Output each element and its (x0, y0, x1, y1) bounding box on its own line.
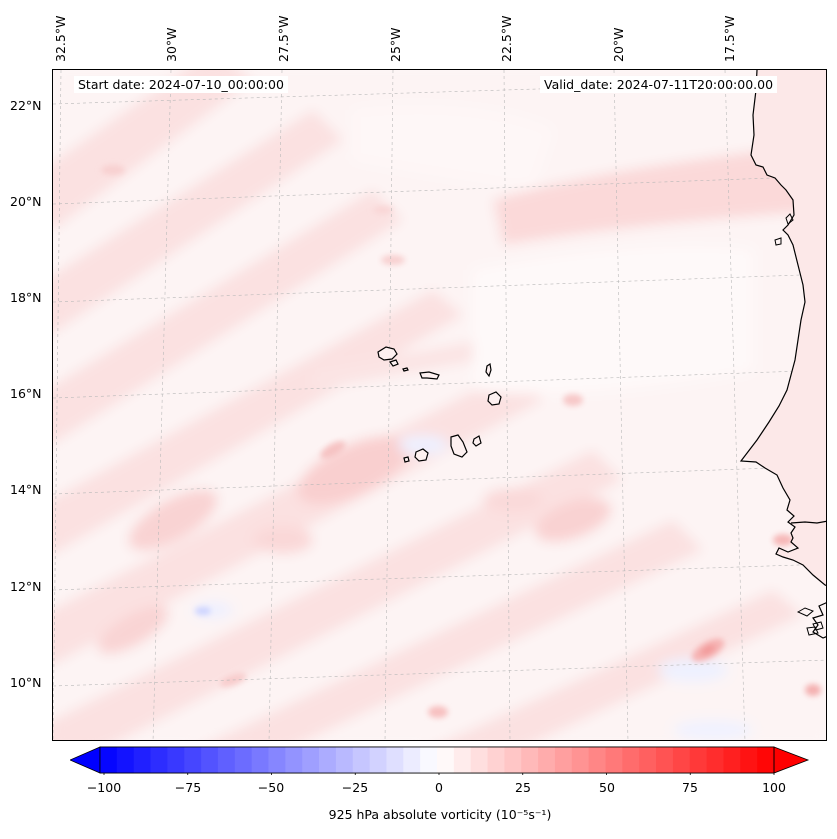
island-santa-luzia (402, 367, 409, 372)
colorbar (70, 746, 810, 775)
island-brava (403, 456, 410, 463)
colorbar-segments (100, 747, 775, 773)
island-sao-vicente (389, 359, 399, 367)
colorbar-segment (521, 747, 539, 773)
colorbar-segment (656, 747, 674, 773)
colorbar-segment (757, 747, 775, 773)
colorbar-segment (588, 747, 606, 773)
lat-label-12n: 12°N (10, 579, 42, 594)
vorticity-field (53, 70, 826, 740)
colorbar-tick-label: 25 (515, 780, 531, 795)
colorbar-segment (605, 747, 623, 773)
island-sao-nicolau (419, 371, 440, 380)
lat-label-18n: 18°N (10, 290, 42, 305)
start-date-label: Start date: 2024-07-10_00:00:00 (74, 76, 288, 93)
colorbar-tick-label: −25 (341, 780, 369, 795)
lon-label-17.5w: 17.5°W (722, 15, 737, 62)
island-fogo (414, 448, 429, 462)
colorbar-segment (369, 747, 387, 773)
lat-label-20n: 20°N (10, 194, 42, 209)
lon-label-22.5w: 22.5°W (499, 15, 514, 62)
colorbar-extend-min (70, 746, 101, 774)
island-santo-antao (377, 346, 398, 361)
colorbar-segment (453, 747, 472, 773)
lon-label-32.5w: 32.5°W (53, 15, 68, 62)
lat-label-14n: 14°N (10, 482, 42, 497)
colorbar-segment (487, 747, 505, 773)
colorbar-segment (251, 747, 269, 773)
island-sal (485, 362, 492, 378)
colorbar-segment (538, 747, 556, 773)
colorbar-segment (672, 747, 691, 773)
colorbar-segment (335, 747, 354, 773)
island-boa-vista (487, 391, 502, 406)
colorbar-segment (689, 747, 708, 773)
gridlines (53, 70, 826, 740)
colorbar-segment (554, 747, 573, 773)
colorbar-segment (217, 747, 236, 773)
colorbar-segment (622, 747, 640, 773)
lon-label-27.5w: 27.5°W (276, 15, 291, 62)
vorticity-map (53, 70, 826, 740)
colorbar-segment (386, 747, 404, 773)
colorbar-segment (470, 747, 489, 773)
colorbar-segment (133, 747, 152, 773)
colorbar-segment (723, 747, 741, 773)
lon-label-25w: 25°W (388, 27, 403, 62)
colorbar-segment (706, 747, 724, 773)
lat-label-16n: 16°N (10, 386, 42, 401)
colorbar-segment (319, 747, 337, 773)
colorbar-segment (403, 747, 421, 773)
colorbar-tick-label: 50 (599, 780, 615, 795)
colorbar-segment (116, 747, 135, 773)
colorbar-outline (99, 746, 775, 774)
colorbar-segment (234, 747, 253, 773)
valid-date-label: Valid_date: 2024-07-11T20:00:00.00 (540, 76, 778, 93)
colorbar-title: 925 hPa absolute vorticity (10⁻⁵s⁻¹) (328, 807, 552, 822)
cape-verde-islands (377, 346, 502, 463)
colorbar-tick-label: −100 (86, 780, 122, 795)
colorbar-segment (150, 747, 168, 773)
colorbar-segment (167, 747, 185, 773)
colorbar-segment (504, 747, 522, 773)
colorbar-extend-max (773, 746, 810, 774)
colorbar-tick-label: 0 (435, 780, 443, 795)
colorbar-segment (285, 747, 303, 773)
colorbar-segment (352, 747, 371, 773)
colorbar-tick-label: 100 (762, 780, 786, 795)
african-coastline (739, 70, 826, 639)
colorbar-segment (302, 747, 320, 773)
colorbar-segment (437, 747, 455, 773)
map-panel[interactable] (52, 69, 827, 741)
colorbar-segment (571, 747, 590, 773)
colorbar-segment (740, 747, 758, 773)
colorbar-segment (184, 747, 202, 773)
island-maio (472, 435, 482, 447)
colorbar-tick-label: −50 (257, 780, 285, 795)
colorbar-segment (100, 747, 118, 773)
lat-label-10n: 10°N (10, 675, 42, 690)
colorbar-segment (268, 747, 286, 773)
lon-label-30w: 30°W (164, 27, 179, 62)
island-santiago (450, 434, 468, 458)
colorbar-segment (639, 747, 657, 773)
colorbar-tick-label: −75 (174, 780, 202, 795)
lat-label-22n: 22°N (10, 98, 42, 113)
colorbar-segment (420, 747, 438, 773)
colorbar-segment (201, 747, 219, 773)
colorbar-tick-label: 75 (682, 780, 698, 795)
lon-label-20w: 20°W (611, 27, 626, 62)
